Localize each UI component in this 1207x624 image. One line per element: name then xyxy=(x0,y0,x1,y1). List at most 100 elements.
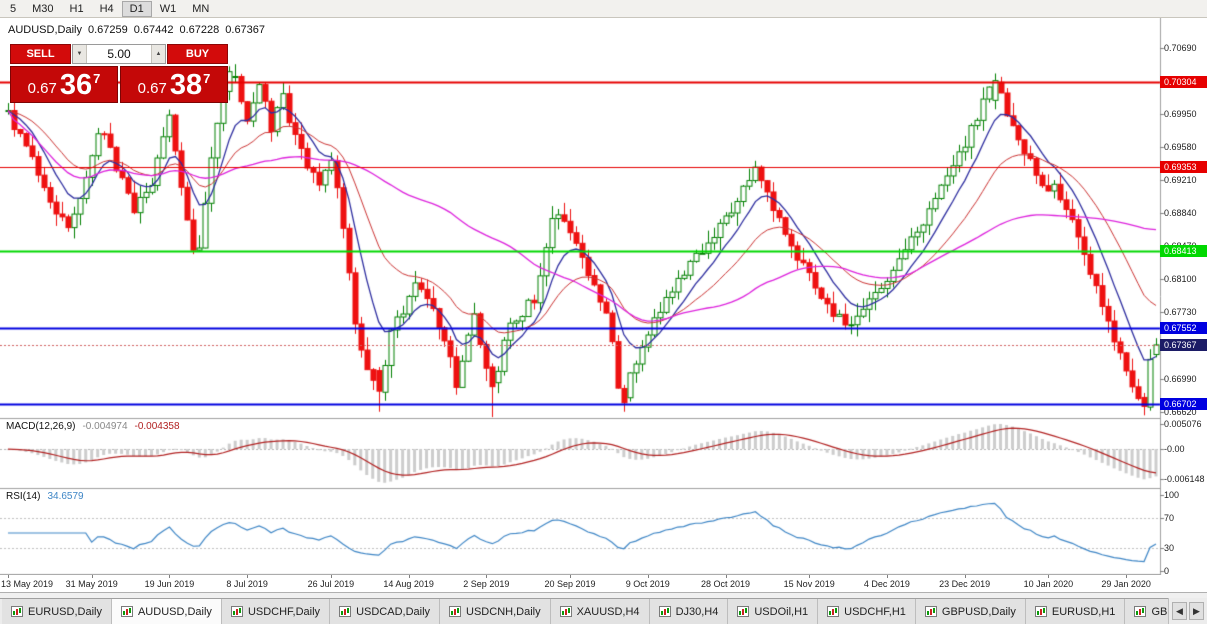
price-tick-label: 0.70690 xyxy=(1164,42,1197,53)
down-arrow-icon: ▼ xyxy=(76,51,83,57)
price-tick-label: 0.69580 xyxy=(1164,141,1197,152)
tab-label: GBPUSD,Daily xyxy=(941,605,1016,618)
chart-tab-eurusd-daily[interactable]: EURUSD,Daily xyxy=(2,599,112,624)
price-axis: 0.666200.669900.673600.677300.681000.684… xyxy=(1160,18,1207,576)
chart-thumbnail-icon xyxy=(1034,606,1047,617)
volume-input[interactable] xyxy=(87,45,151,63)
timeframe-button-h1[interactable]: H1 xyxy=(69,2,84,15)
rsi-tick-label: 100 xyxy=(1164,490,1180,500)
date-tick-mark xyxy=(887,575,888,578)
tab-label: XAUUSD,H4 xyxy=(576,605,640,618)
price-tick-label: 0.69950 xyxy=(1164,108,1197,119)
buy-price-display[interactable]: 0.67 38 7 xyxy=(120,66,228,103)
date-tick-mark xyxy=(169,575,170,578)
chart-tab-usdcad-daily[interactable]: USDCAD,Daily xyxy=(330,599,441,624)
hline-price-badge: 0.68413 xyxy=(1160,245,1207,258)
buy-button[interactable]: BUY xyxy=(167,44,228,64)
price-tick-label: 0.66620 xyxy=(1164,406,1197,417)
chart-tab-usdoil-h1[interactable]: USDOil,H1 xyxy=(728,599,819,624)
price-tick-label: 0.66990 xyxy=(1164,373,1197,384)
chart-thumbnail-icon xyxy=(737,606,750,617)
chart-tab-usdchf-daily[interactable]: USDCHF,Daily xyxy=(221,599,331,624)
macd-name: MACD(12,26,9) xyxy=(6,421,76,432)
macd-tick-label: 0.005076 xyxy=(1164,419,1202,430)
date-tick-label: 20 Sep 2019 xyxy=(544,579,596,589)
hline-price-badge: 0.70304 xyxy=(1160,76,1207,89)
volume-decrease-button[interactable]: ▼ xyxy=(73,45,87,63)
date-tick-mark xyxy=(92,575,93,578)
chart-thumbnail-icon xyxy=(827,606,840,617)
chart-thumbnail-icon xyxy=(339,606,352,617)
sell-price-base: 0.67 xyxy=(27,80,57,97)
tab-label: USDCAD,Daily xyxy=(356,605,431,618)
chart-thumbnail-icon xyxy=(658,606,671,617)
rsi-tick-label: 30 xyxy=(1164,543,1175,554)
chart-thumbnail-icon xyxy=(924,606,937,617)
price-tick-label: 0.69210 xyxy=(1164,174,1197,185)
volume-control: ▼ ▲ xyxy=(72,44,166,64)
timeframe-button-h4[interactable]: H4 xyxy=(99,2,114,15)
date-tick-label: 9 Oct 2019 xyxy=(625,579,670,589)
timeframe-button-w1[interactable]: W1 xyxy=(159,2,177,15)
chart-close-value: 0.67367 xyxy=(225,24,266,36)
date-tick-mark xyxy=(809,575,810,578)
chart-open-value: 0.67259 xyxy=(87,24,128,36)
chart-thumbnail-icon xyxy=(449,606,462,617)
chart-tab-usdchf-h1[interactable]: USDCHF,H1 xyxy=(818,599,916,624)
chart-tab-usdcnh-daily[interactable]: USDCNH,Daily xyxy=(440,599,551,624)
date-tick-mark xyxy=(648,575,649,578)
sell-price-display[interactable]: 0.67 36 7 xyxy=(10,66,118,103)
date-axis: 13 May 2019 31 May 2019 19 Jun 2019 8 Jul 2… xyxy=(0,575,1207,593)
date-tick-label: 8 Jul 2019 xyxy=(226,579,268,589)
sell-price-pip: 7 xyxy=(93,71,101,86)
tab-scroll-left-icon[interactable]: ◀ xyxy=(1172,602,1187,620)
rsi-indicator-title: RSI(14) 34.6579 xyxy=(6,491,84,502)
timeframe-button-m30[interactable]: M30 xyxy=(32,2,54,15)
tab-label: USDCHF,Daily xyxy=(247,605,321,618)
current-price-badge: 0.67367 xyxy=(1160,338,1207,351)
date-tick-label: 15 Nov 2019 xyxy=(783,579,835,589)
chart-tab-xauusd-h4[interactable]: XAUUSD,H4 xyxy=(550,599,650,624)
timeframe-button-d1[interactable]: D1 xyxy=(121,0,152,17)
chart-tab-dj30-h4[interactable]: DJ30,H4 xyxy=(649,599,729,624)
date-tick-label: 19 Jun 2019 xyxy=(144,579,195,589)
rsi-tick-label: 0 xyxy=(1164,566,1170,576)
tab-label: USDCNH,Daily xyxy=(466,605,541,618)
price-tick-label: 0.68840 xyxy=(1164,208,1197,219)
chart-tab-audusd-daily[interactable]: AUDUSD,Daily xyxy=(111,599,222,624)
date-tick-label: 10 Jan 2020 xyxy=(1023,579,1074,589)
chart-ohlc-header: AUDUSD,Daily 0.67259 0.67442 0.67228 0.67367 xyxy=(8,24,271,36)
tab-label: USDOil,H1 xyxy=(754,605,809,618)
chart-thumbnail-icon xyxy=(1134,606,1147,617)
tab-scroll-controls: ◀ ▶ xyxy=(1168,598,1207,624)
tab-label: DJ30,H4 xyxy=(675,605,719,618)
price-tick-label: 0.68100 xyxy=(1164,274,1197,285)
hline-price-badge: 0.66702 xyxy=(1160,398,1207,411)
volume-increase-button[interactable]: ▲ xyxy=(151,45,165,63)
macd-tick-label: -0.006148 xyxy=(1164,473,1205,484)
chart-tab-eurusd-h1[interactable]: EURUSD,H1 xyxy=(1025,599,1126,624)
tab-label: EURUSD,H1 xyxy=(1051,605,1116,618)
chart-thumbnail-icon xyxy=(11,606,23,617)
chart-tab-gbpusd-daily[interactable]: GBPUSD,Daily xyxy=(915,599,1026,624)
date-tick-label: 26 Jul 2019 xyxy=(307,579,355,589)
date-tick-label: 13 May 2019 xyxy=(1,579,54,589)
timeframe-button-5[interactable]: 5 xyxy=(10,2,17,15)
tab-scroll-right-icon[interactable]: ▶ xyxy=(1189,602,1204,620)
date-tick-mark xyxy=(247,575,248,578)
timeframe-button-mn[interactable]: MN xyxy=(192,2,210,15)
macd-signal-value: -0.004358 xyxy=(134,421,180,432)
macd-tick-label: -0.00 xyxy=(1164,444,1185,455)
macd-main-value: -0.004974 xyxy=(82,421,128,432)
chart-canvas[interactable] xyxy=(0,18,1207,575)
date-tick-mark xyxy=(331,575,332,578)
buy-price-base: 0.67 xyxy=(137,80,167,97)
chart-low-value: 0.67228 xyxy=(179,24,220,36)
tab-label: AUDUSD,Daily xyxy=(137,605,212,618)
sell-button[interactable]: SELL xyxy=(10,44,71,64)
tab-label: USDCHF,H1 xyxy=(844,605,906,618)
date-tick-mark xyxy=(726,575,727,578)
date-tick-label: 28 Oct 2019 xyxy=(700,579,751,589)
